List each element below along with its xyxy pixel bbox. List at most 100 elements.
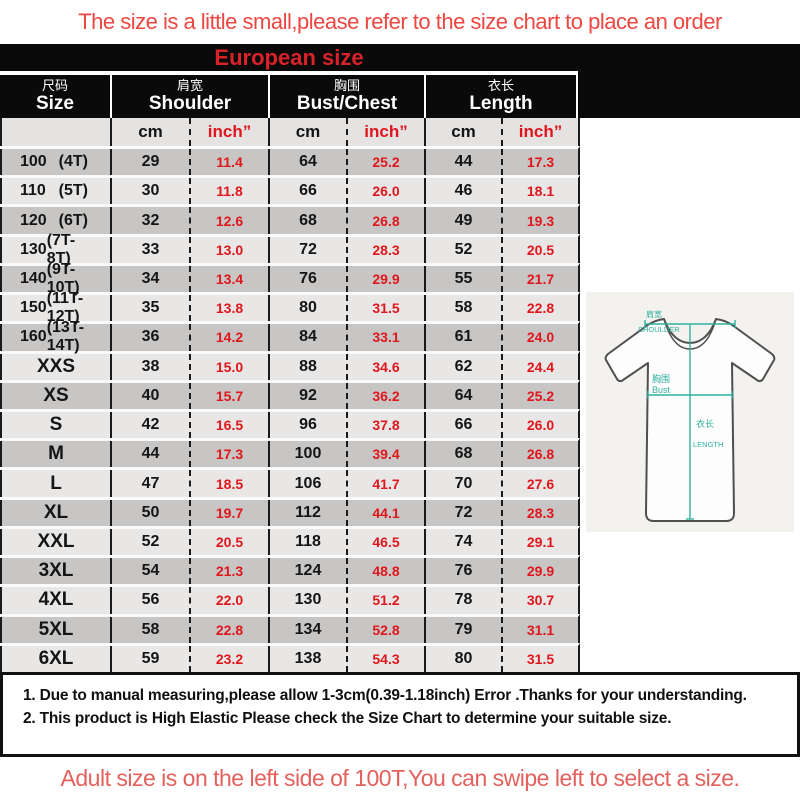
length-cm-cell: 62 — [424, 353, 501, 380]
table-row: 6XL 59 23.2 138 54.3 80 31.5 — [0, 642, 580, 672]
shoulder-cm-cell: 32 — [110, 207, 189, 234]
size-cell: 3XL — [0, 558, 110, 585]
shoulder-cm-cell: 30 — [110, 178, 189, 205]
shoulder-cm-cell: 29 — [110, 149, 189, 176]
size-cell: 5XL — [0, 616, 110, 643]
unit-empty-cell — [0, 118, 110, 146]
bust-inch-cell: 44.1 — [346, 499, 424, 526]
length-inch-cell: 29.9 — [501, 558, 578, 585]
length-label-zh: 衣长 — [487, 78, 514, 93]
bust-inch-cell: 34.6 — [346, 353, 424, 380]
shoulder-measure-label-zh: 肩宽 — [646, 309, 662, 319]
length-inch-cell: 19.3 — [501, 207, 578, 234]
shoulder-cm-cell: 50 — [110, 499, 189, 526]
size-cell: L — [0, 470, 110, 497]
shoulder-inch-cell: 22.8 — [189, 616, 268, 643]
size-cell: M — [0, 441, 110, 468]
bust-inch-cell: 33.1 — [346, 324, 424, 351]
length-cm-cell: 52 — [424, 236, 501, 263]
bust-inch-cell: 31.5 — [346, 295, 424, 322]
shoulder-cm-cell: 44 — [110, 441, 189, 468]
shoulder-cm-cell: 56 — [110, 587, 189, 614]
size-cell: 4XL — [0, 587, 110, 614]
tshirt-measurement-diagram: 肩宽 SHOULDER 胸围 Bust 衣长 LENGTH — [586, 292, 794, 532]
shoulder-inch-cell: 20.5 — [189, 528, 268, 556]
table-row: 150 (11T-12T) 35 13.8 80 31.5 58 22.8 — [0, 290, 580, 325]
bust-cm-cell: 100 — [268, 441, 346, 468]
bust-measure-label-en: Bust — [652, 385, 671, 395]
length-inch-cell: 31.5 — [501, 645, 578, 672]
length-cm-cell: 76 — [424, 558, 501, 585]
bust-cm-cell: 92 — [268, 382, 346, 409]
shoulder-inch-cell: 11.4 — [189, 149, 268, 176]
shoulder-inch-cell: 21.3 — [189, 558, 268, 585]
table-row: 120 (6T) 32 12.6 68 26.8 49 19.3 — [0, 204, 580, 234]
length-inch-cell: 31.1 — [501, 616, 578, 643]
length-measure-label-en: LENGTH — [693, 440, 723, 449]
table-row: 100 (4T) 29 11.4 64 25.2 44 17.3 — [0, 146, 580, 176]
length-inch-cell: 17.3 — [501, 149, 578, 176]
bust-cm-cell: 106 — [268, 470, 346, 497]
shoulder-inch-cell: 13.8 — [189, 295, 268, 322]
bust-inch-cell: 28.3 — [346, 236, 424, 263]
table-row: XL 50 19.7 112 44.1 72 28.3 — [0, 496, 580, 526]
unit-inch-bust: inch” — [346, 118, 424, 146]
unit-cm-shoulder: cm — [110, 118, 189, 146]
length-inch-cell: 24.4 — [501, 353, 578, 380]
length-cm-cell: 74 — [424, 528, 501, 556]
length-cm-cell: 61 — [424, 324, 501, 351]
shoulder-cm-cell: 38 — [110, 353, 189, 380]
column-headers: 尺码 Size 肩宽 Shoulder 胸围 Bust/Chest 衣长 Len… — [0, 75, 580, 118]
shoulder-cm-cell: 47 — [110, 470, 189, 497]
shoulder-cm-cell: 36 — [110, 324, 189, 351]
size-cell: XL — [0, 499, 110, 526]
length-inch-cell: 29.1 — [501, 528, 578, 556]
bust-cm-cell: 112 — [268, 499, 346, 526]
size-cell: 130 (7T-8T) — [0, 232, 110, 267]
table-row: 3XL 54 21.3 124 48.8 76 29.9 — [0, 555, 580, 585]
bust-inch-cell: 51.2 — [346, 587, 424, 614]
length-measure-label-zh: 衣长 — [696, 418, 714, 429]
note-line-1: 1. Due to manual measuring,please allow … — [23, 687, 747, 704]
bust-inch-cell: 39.4 — [346, 441, 424, 468]
bust-cm-cell: 72 — [268, 236, 346, 263]
shoulder-inch-cell: 12.6 — [189, 207, 268, 234]
bust-inch-cell: 41.7 — [346, 470, 424, 497]
bust-cm-cell: 130 — [268, 587, 346, 614]
length-cm-cell: 79 — [424, 616, 501, 643]
tshirt-diagram-svg: 肩宽 SHOULDER 胸围 Bust 衣长 LENGTH — [604, 309, 776, 522]
size-cell: 160 (13T-14T) — [0, 319, 110, 354]
length-inch-cell: 24.0 — [501, 324, 578, 351]
length-cm-cell: 55 — [424, 265, 501, 293]
bust-cm-cell: 134 — [268, 616, 346, 643]
shoulder-cm-cell: 34 — [110, 265, 189, 293]
table-row: L 47 18.5 106 41.7 70 27.6 — [0, 467, 580, 497]
shoulder-label-en: Shoulder — [148, 93, 232, 114]
shoulder-inch-cell: 13.0 — [189, 236, 268, 263]
shoulder-inch-cell: 23.2 — [189, 645, 268, 672]
length-inch-cell: 25.2 — [501, 382, 578, 409]
unit-row: cm inch” cm inch” cm inch” — [0, 118, 580, 146]
shoulder-inch-cell: 19.7 — [189, 499, 268, 526]
length-cm-cell: 44 — [424, 149, 501, 176]
shoulder-inch-cell: 13.4 — [189, 265, 268, 293]
table-header-block: European size 尺码 Size 肩宽 Shoulder 胸围 Bus… — [0, 44, 800, 118]
length-cm-cell: 46 — [424, 178, 501, 205]
size-cell: 120 (6T) — [0, 207, 110, 234]
length-inch-cell: 18.1 — [501, 178, 578, 205]
length-inch-cell: 28.3 — [501, 499, 578, 526]
shoulder-cm-cell: 33 — [110, 236, 189, 263]
shoulder-cm-cell: 54 — [110, 558, 189, 585]
shoulder-inch-cell: 15.7 — [189, 382, 268, 409]
size-cell: XS — [0, 382, 110, 409]
length-inch-cell: 20.5 — [501, 236, 578, 263]
length-inch-cell: 27.6 — [501, 470, 578, 497]
bust-label-zh: 胸围 — [333, 78, 360, 93]
bust-cm-cell: 76 — [268, 265, 346, 293]
table-row: 110 (5T) 30 11.8 66 26.0 46 18.1 — [0, 175, 580, 205]
shoulder-cm-cell: 59 — [110, 645, 189, 672]
table-row: 160 (13T-14T) 36 14.2 84 33.1 61 24.0 — [0, 319, 580, 354]
length-cm-cell: 80 — [424, 645, 501, 672]
size-table: cm inch” cm inch” cm inch” 100 (4T) 29 11.4… — [0, 118, 580, 672]
bust-inch-cell: 29.9 — [346, 265, 424, 293]
